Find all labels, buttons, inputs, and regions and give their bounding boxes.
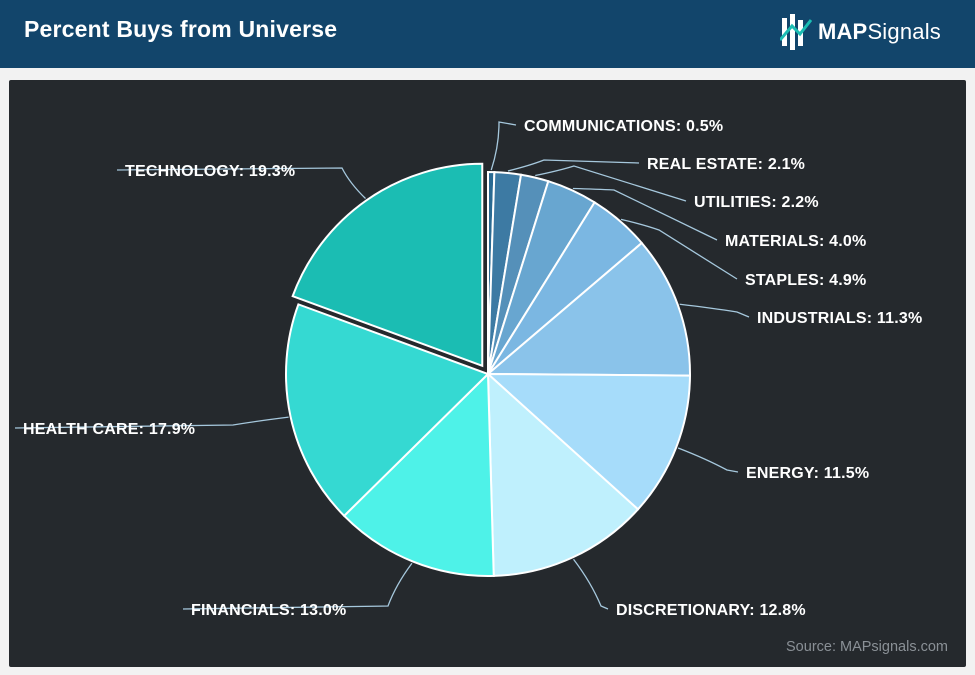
slice-label-utilities: UTILITIES: 2.2% (694, 194, 819, 211)
slice-label-discretionary: DISCRETIONARY: 12.8% (616, 602, 806, 619)
leader-line (620, 218, 738, 280)
slice-label-real-estate: REAL ESTATE: 2.1% (647, 156, 805, 173)
leader-line (677, 447, 739, 473)
pie-slice-financials (342, 371, 495, 577)
brand-logo: MAPSignals (779, 12, 941, 52)
slice-label-communications: COMMUNICATIONS: 0.5% (524, 118, 723, 135)
slice-label-energy: ENERGY: 11.5% (746, 465, 869, 482)
pie-slice-industrials (485, 241, 691, 377)
leader-line (572, 558, 609, 610)
page-title: Percent Buys from Universe (24, 16, 338, 42)
pie-slice-health-care (285, 303, 490, 518)
pie-chart: COMMUNICATIONS: 0.5% REAL ESTATE: 2.1% UTI… (14, 118, 922, 619)
pie-slice-energy (485, 372, 692, 511)
leader-line (535, 165, 687, 202)
pie-slice-discretionary (486, 371, 640, 577)
slice-label-staples: STAPLES: 4.9% (745, 272, 866, 289)
leader-line (490, 121, 517, 171)
mapsignals-logo-icon (779, 14, 812, 50)
logo-text-bold: MAP (817, 19, 868, 44)
logo-text: MAPSignals (818, 19, 941, 45)
leader-line (14, 416, 289, 429)
leader-line (116, 167, 366, 199)
leader-line (507, 159, 640, 172)
slice-label-industrials: INDUSTRIALS: 11.3% (757, 310, 922, 327)
pie-slice-technology (291, 162, 484, 368)
slice-label-materials: MATERIALS: 4.0% (725, 233, 866, 250)
header-bar: Percent Buys from Universe MAPSignals (0, 0, 975, 68)
leader-line (572, 187, 718, 241)
slice-label-financials: FINANCIALS: 13.0% (191, 602, 346, 619)
logo-text-regular: Signals (867, 19, 941, 44)
slice-label-health-care: HEALTH CARE: 17.9% (23, 421, 195, 438)
leader-line (679, 303, 750, 318)
chart-panel: COMMUNICATIONS: 0.5% REAL ESTATE: 2.1% UTI… (9, 80, 966, 667)
slice-label-technology: TECHNOLOGY: 19.3% (125, 163, 295, 180)
leader-line (182, 562, 413, 610)
source-note: Source: MAPsignals.com (786, 639, 948, 655)
